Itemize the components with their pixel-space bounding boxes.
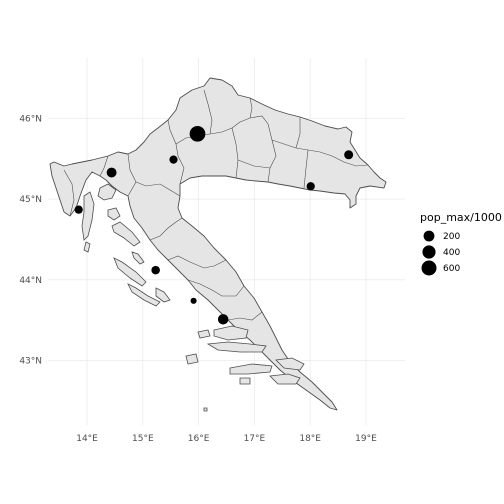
island-rab [107,207,121,221]
x-tick-label: 15°E [132,434,154,444]
x-tick-label: 19°E [355,434,377,444]
y-tick-label: 43°N [19,356,42,366]
city-point [306,182,315,191]
county-borders [63,89,369,321]
island-murter [155,287,171,303]
x-tick-label: 14°E [76,434,98,444]
island-palagruza [203,407,208,412]
city-point [344,150,354,160]
city-point [189,125,206,142]
city-points [74,125,354,325]
city-point [190,297,197,304]
city-point [217,314,229,325]
axis-labels: 14°E 15°E 16°E 17°E 18°E 19°E 43°N 44°N 45°N 46°N [19,114,377,444]
x-tick-label: 17°E [244,434,266,444]
island-korcula [229,363,273,375]
y-tick-label: 46°N [19,114,42,124]
adriatic-islands [81,183,305,412]
legend-key-point [423,230,435,242]
legend-key-point [421,260,437,276]
legend-items: 200 400 600 [421,230,460,276]
legend: pop_max/1000 200 400 600 [420,211,502,276]
island-hvar [206,341,267,353]
island-mljet [269,373,301,385]
x-tick-label: 16°E [188,434,210,444]
city-point [151,265,160,275]
legend-key-point [422,245,436,259]
island-solta [197,329,211,339]
island-peljesac [275,357,305,371]
island-dugi-otok [113,257,147,287]
croatia-mainland [49,77,387,411]
y-tick-label: 45°N [19,195,42,205]
island-krk [97,183,117,201]
city-point [74,205,83,214]
island-vis [185,353,199,365]
island-cres [81,191,95,241]
island-ugljan [131,251,145,265]
island-kornati [127,283,161,307]
island-losinj [83,241,91,253]
legend-label: 200 [443,232,460,242]
city-point [169,155,178,164]
legend-label: 600 [443,264,460,274]
legend-title: pop_max/1000 [420,211,502,224]
city-point [106,167,117,178]
legend-label: 400 [443,248,460,258]
country-map [49,77,387,412]
x-tick-label: 18°E [299,434,321,444]
island-lastovo [239,377,251,385]
y-tick-label: 44°N [19,276,42,286]
island-pag [111,221,141,247]
island-brac [213,325,249,341]
